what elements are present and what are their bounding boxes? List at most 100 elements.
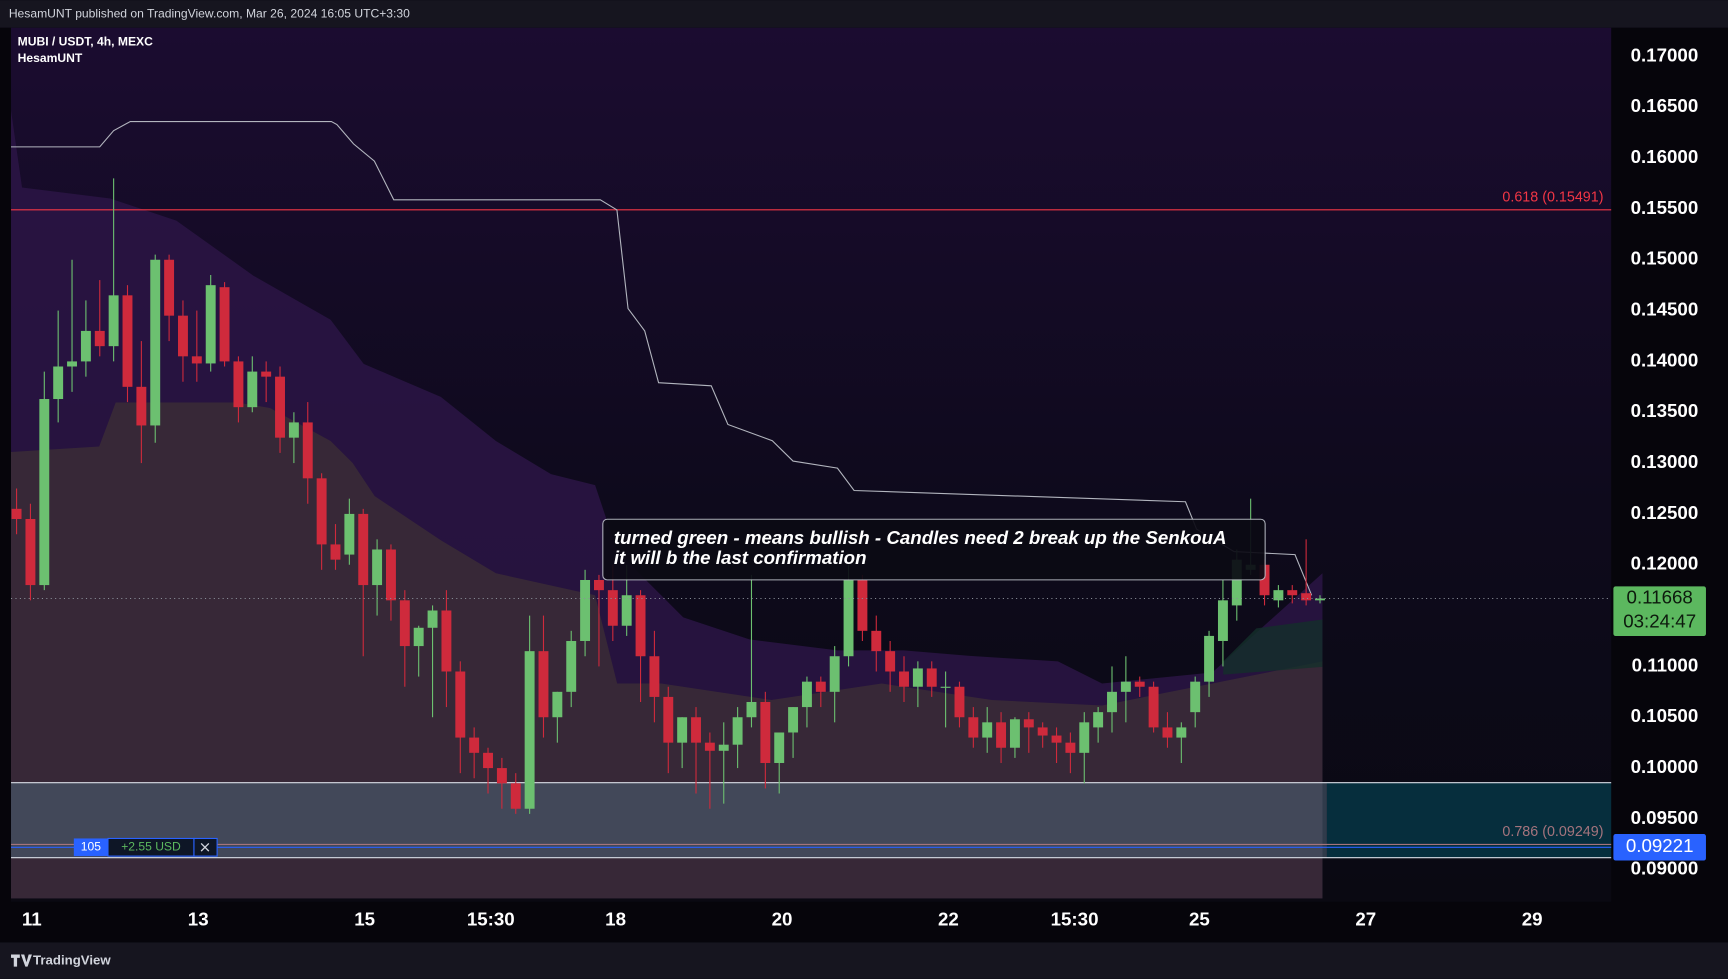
candle-body bbox=[566, 640, 577, 692]
candle-body bbox=[815, 681, 826, 692]
candle-body bbox=[247, 371, 258, 408]
candle-body bbox=[1162, 727, 1173, 738]
y-tick-label: 0.12000 bbox=[1631, 553, 1699, 574]
candle-body bbox=[219, 287, 230, 362]
x-tick-label: 27 bbox=[1355, 908, 1376, 929]
candle-body bbox=[316, 478, 327, 545]
position-price-tag bbox=[1613, 834, 1706, 861]
y-tick-label: 0.09500 bbox=[1631, 807, 1699, 828]
candle-body bbox=[788, 707, 799, 733]
candle-body bbox=[1120, 681, 1131, 692]
candle-body bbox=[178, 315, 188, 357]
fib-label: 0.786 (0.09249) bbox=[1502, 824, 1603, 840]
candle-body bbox=[593, 579, 604, 591]
candle-body bbox=[607, 590, 618, 626]
candle-body bbox=[122, 295, 133, 387]
candle-body bbox=[385, 549, 396, 601]
candle-body bbox=[191, 356, 202, 364]
y-tick-label: 0.09000 bbox=[1631, 858, 1699, 879]
candle-body bbox=[746, 701, 757, 718]
x-tick-label: 15:30 bbox=[467, 908, 515, 929]
candle-body bbox=[552, 691, 563, 718]
publisher: HesamUNT published on TradingView.com, M… bbox=[9, 7, 410, 21]
candle-body bbox=[108, 295, 119, 347]
candle-body bbox=[1148, 686, 1159, 728]
candle-body bbox=[233, 361, 244, 408]
candle-body bbox=[871, 630, 882, 652]
candle-body bbox=[940, 686, 951, 688]
candle-body bbox=[538, 651, 549, 718]
y-tick-label: 0.13500 bbox=[1631, 400, 1699, 421]
y-tick-label: 0.16000 bbox=[1631, 146, 1699, 167]
candle-body bbox=[496, 768, 507, 784]
candle-body bbox=[1259, 564, 1270, 596]
candle-body bbox=[1107, 691, 1117, 713]
x-tick-label: 29 bbox=[1522, 908, 1543, 929]
candle-body bbox=[302, 422, 313, 479]
x-tick-label: 22 bbox=[938, 908, 959, 929]
candle-body bbox=[857, 579, 868, 631]
candle-body bbox=[1051, 735, 1062, 743]
candle-body bbox=[1301, 593, 1312, 601]
y-tick-label: 0.11000 bbox=[1632, 654, 1699, 675]
candle-body bbox=[441, 610, 452, 672]
position-zone-future bbox=[1326, 782, 1612, 858]
candle-body bbox=[635, 595, 646, 657]
candle-body bbox=[704, 742, 715, 751]
position-qty-box bbox=[73, 838, 108, 857]
position-zone bbox=[11, 782, 1327, 858]
candle-body bbox=[718, 744, 729, 751]
chart-title: MUBI / USDT, 4h, MEXC bbox=[18, 34, 153, 48]
candle-body bbox=[954, 686, 965, 718]
candle-body bbox=[330, 544, 341, 560]
candle-body bbox=[1023, 719, 1034, 728]
candle-body bbox=[580, 579, 591, 641]
candle-body bbox=[968, 717, 979, 738]
candle-body bbox=[25, 518, 36, 586]
candle-body bbox=[899, 671, 909, 687]
tv-logo bbox=[11, 954, 32, 967]
candle-body bbox=[164, 259, 175, 316]
x-tick-label: 25 bbox=[1189, 908, 1210, 929]
candle-body bbox=[11, 508, 22, 519]
candle-body bbox=[829, 656, 840, 692]
candle-body bbox=[1287, 590, 1298, 596]
candle-body bbox=[1093, 712, 1104, 728]
candle-body bbox=[732, 717, 743, 745]
position-qty: 105 bbox=[81, 839, 101, 853]
candle-body bbox=[1204, 635, 1215, 682]
candle-body bbox=[1037, 727, 1048, 736]
candle-body bbox=[150, 259, 161, 426]
x-tick-label: 15 bbox=[354, 908, 375, 929]
y-tick-label: 0.10000 bbox=[1631, 756, 1699, 777]
cloud-lower bbox=[11, 402, 1323, 899]
x-tick-label: 13 bbox=[188, 908, 209, 929]
candle-body bbox=[1009, 719, 1020, 748]
x-tick-label: 15:30 bbox=[1051, 908, 1099, 929]
candle-body bbox=[1065, 742, 1076, 753]
candle-body bbox=[39, 399, 50, 586]
y-tick-label: 0.15000 bbox=[1631, 248, 1699, 269]
candle-body bbox=[982, 722, 993, 738]
candle-body bbox=[1079, 722, 1090, 753]
last-price-tag bbox=[1613, 586, 1706, 636]
candle-body bbox=[399, 600, 410, 647]
countdown: 03:24:47 bbox=[1623, 611, 1696, 632]
candle-body bbox=[427, 610, 438, 628]
candle-body bbox=[483, 752, 493, 769]
x-tick-label: 18 bbox=[605, 908, 626, 929]
baseline-indicator bbox=[11, 120, 1313, 596]
candle-body bbox=[1217, 600, 1228, 641]
candle-body bbox=[691, 717, 701, 743]
footer-brand: TradingView bbox=[33, 953, 111, 968]
candle-body bbox=[288, 422, 299, 438]
candle-body bbox=[663, 696, 674, 743]
candle-body bbox=[80, 330, 91, 362]
candle-body bbox=[912, 668, 923, 687]
candle-body bbox=[1231, 559, 1242, 606]
candle-body bbox=[621, 595, 632, 626]
candle-body bbox=[455, 671, 466, 738]
y-tick-label: 0.15500 bbox=[1631, 197, 1699, 218]
y-tick-label: 0.12500 bbox=[1631, 502, 1699, 523]
candle-body bbox=[261, 371, 272, 377]
